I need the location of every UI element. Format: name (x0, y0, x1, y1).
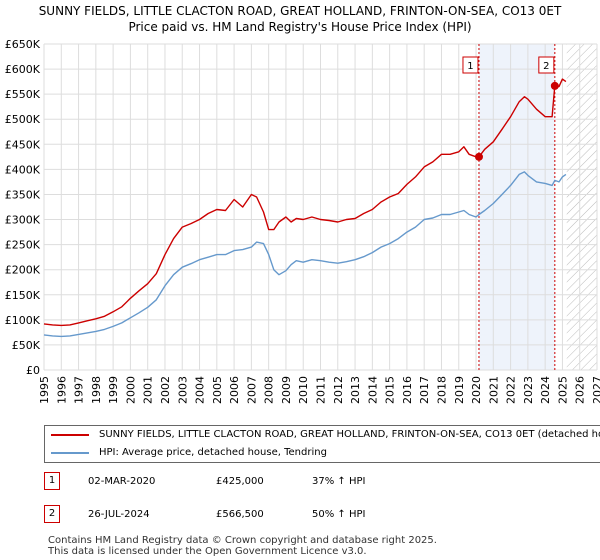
y-tick-label: £500K (5, 113, 41, 126)
sale-number-label: 2 (543, 61, 549, 72)
y-tick-label: £100K (5, 314, 41, 327)
transaction-row: 1 02-MAR-2020 £425,000 37% ↑ HPI (0, 470, 600, 494)
transaction-price: £425,000 (216, 476, 264, 487)
footer-licence: This data is licensed under the Open Gov… (48, 546, 367, 557)
x-tick-label: 2000 (124, 376, 137, 404)
sale-number-box (538, 56, 555, 74)
y-tick-label: £550K (5, 88, 41, 101)
y-tick-label: £400K (5, 163, 41, 176)
legend-swatch-hpi (51, 452, 89, 454)
chart-title-address: SUNNY FIELDS, LITTLE CLACTON ROAD, GREAT… (38, 4, 562, 18)
x-tick-label: 2003 (176, 376, 189, 404)
x-tick-label: 2004 (194, 376, 207, 404)
x-tick-label: 2014 (366, 376, 379, 404)
x-tick-label: 2027 (591, 376, 600, 404)
y-tick-label: £250K (5, 239, 41, 252)
x-tick-label: 2023 (522, 376, 535, 404)
forecast-hatch (566, 44, 597, 370)
x-tick-label: 2012 (332, 376, 345, 404)
x-tick-label: 2002 (159, 376, 172, 404)
x-tick-label: 2010 (297, 376, 310, 404)
transaction-badge: 1 (44, 472, 60, 490)
legend-label-property: SUNNY FIELDS, LITTLE CLACTON ROAD, GREAT… (99, 429, 600, 440)
transaction-hpi-change: 50% ↑ HPI (312, 509, 366, 520)
y-tick-label: £150K (5, 289, 41, 302)
x-tick-label: 2016 (401, 376, 414, 404)
legend-item-property: SUNNY FIELDS, LITTLE CLACTON ROAD, GREAT… (45, 426, 600, 444)
x-tick-label: 2007 (245, 376, 258, 404)
x-tick-label: 2015 (384, 376, 397, 404)
x-tick-label: 2020 (470, 376, 483, 404)
x-tick-label: 2026 (574, 376, 587, 404)
x-tick-label: 2018 (435, 376, 448, 404)
sale-number-label: 1 (467, 61, 473, 72)
x-tick-label: 2024 (539, 376, 552, 404)
x-tick-label: 1996 (55, 376, 68, 404)
y-tick-label: £300K (5, 214, 41, 227)
x-tick-label: 1998 (90, 376, 103, 404)
transaction-hpi-change: 37% ↑ HPI (312, 476, 366, 487)
x-tick-label: 2017 (418, 376, 431, 404)
x-tick-label: 2005 (211, 376, 224, 404)
y-tick-label: £50K (12, 339, 41, 352)
x-tick-label: 2019 (453, 376, 466, 404)
legend: SUNNY FIELDS, LITTLE CLACTON ROAD, GREAT… (44, 425, 600, 463)
y-tick-label: £0 (26, 364, 40, 377)
legend-swatch-property (51, 434, 89, 436)
legend-item-hpi: HPI: Average price, detached house, Tend… (45, 444, 600, 462)
sale-marker (474, 152, 483, 161)
chart-title-subtitle: Price paid vs. HM Land Registry's House … (128, 20, 472, 34)
transaction-badge: 2 (44, 505, 60, 523)
x-tick-label: 2001 (142, 376, 155, 404)
x-tick-label: 1999 (107, 376, 120, 404)
transaction-row: 2 26-JUL-2024 £566,500 50% ↑ HPI (0, 503, 600, 527)
ownership-shade (478, 44, 555, 370)
x-tick-label: 2013 (349, 376, 362, 404)
property-price-line (43, 78, 567, 327)
transaction-date: 26-JUL-2024 (88, 509, 150, 520)
x-tick-label: 2021 (487, 376, 500, 404)
price-chart: £0 £50K £100K £150K £200K £250K £300K £350K £400… (5, 38, 600, 404)
y-tick-label: £600K (5, 63, 41, 76)
x-tick-label: 2006 (228, 376, 241, 404)
y-tick-label: £450K (5, 138, 41, 151)
x-tick-label: 2011 (315, 376, 328, 404)
x-tick-label: 2025 (556, 376, 569, 404)
y-tick-label: £350K (5, 188, 41, 201)
x-tick-label: 1997 (73, 376, 86, 404)
legend-label-hpi: HPI: Average price, detached house, Tend… (99, 447, 327, 458)
transaction-price: £566,500 (216, 509, 264, 520)
x-tick-label: 2022 (505, 376, 518, 404)
hpi-line (43, 171, 567, 338)
x-tick-label: 1995 (38, 376, 51, 404)
y-tick-label: £200K (5, 264, 41, 277)
transaction-date: 02-MAR-2020 (88, 476, 156, 487)
sale-marker (550, 81, 559, 90)
x-tick-label: 2008 (263, 376, 276, 404)
x-tick-label: 2009 (280, 376, 293, 404)
sale-number-box (462, 56, 479, 74)
footer-copyright: Contains HM Land Registry data © Crown c… (48, 535, 437, 546)
y-tick-label: £650K (5, 38, 41, 51)
